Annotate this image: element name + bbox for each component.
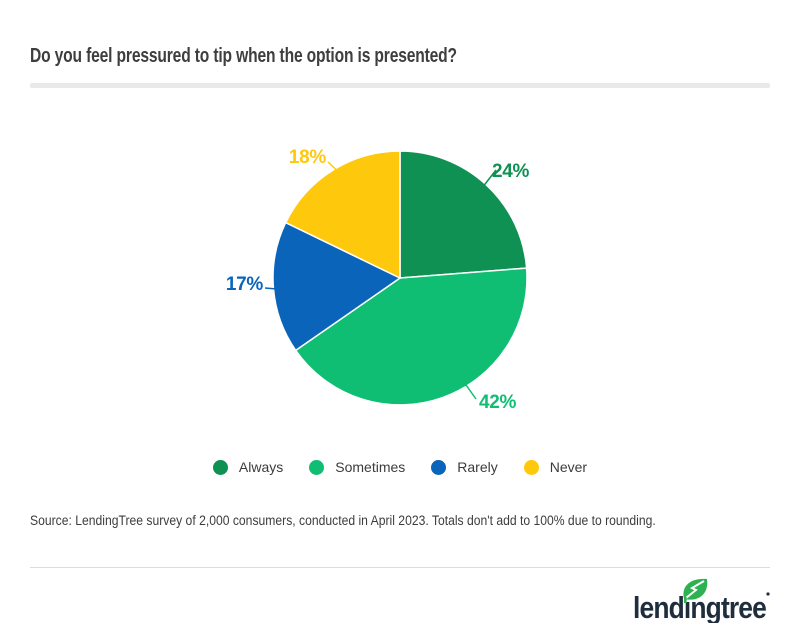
pie-slice-sometimes [294, 267, 528, 406]
legend-item-rarely: Rarely [431, 459, 498, 475]
legend-label: Sometimes [335, 459, 406, 475]
label-leader-sometimes [436, 384, 477, 400]
pie-slice-never [284, 150, 401, 279]
source-attribution: Source: LendingTree survey of 2,000 cons… [30, 513, 656, 528]
pie-slice-always [399, 150, 528, 279]
legend-swatch-rarely [431, 459, 447, 475]
lendingtree-logo: lendingtree [633, 578, 770, 623]
data-label-always: 24% [492, 161, 530, 182]
data-label-rarely: 17% [226, 274, 264, 295]
label-leader-rarely [264, 287, 278, 290]
page-title: Do you feel pressured to tip when the op… [30, 45, 457, 67]
legend-swatch-sometimes [309, 459, 325, 475]
legend-label: Always [238, 459, 284, 475]
pie-slice-rarely [272, 221, 401, 352]
data-label-never: 18% [289, 147, 327, 168]
legend-label: Never [549, 459, 588, 475]
data-label-sometimes: 42% [479, 392, 517, 413]
legend-item-sometimes: Sometimes [309, 459, 405, 475]
legend-label: Rarely [457, 459, 498, 475]
pie-chart-svg: 24% 42% 17% 18% [226, 147, 530, 413]
label-leader-never [327, 161, 343, 176]
legend-item-always: Always [212, 459, 284, 475]
footer-divider [30, 567, 770, 568]
legend-swatch-never [523, 459, 539, 475]
chart-legend: Always Sometimes Rarely Never [0, 459, 800, 475]
label-leader-always [481, 169, 497, 189]
legend-item-never: Never [523, 459, 588, 475]
leaf-icon [683, 578, 708, 603]
registered-mark-icon [766, 592, 770, 596]
legend-swatch-always [212, 459, 228, 475]
title-underline-bar [30, 83, 770, 88]
